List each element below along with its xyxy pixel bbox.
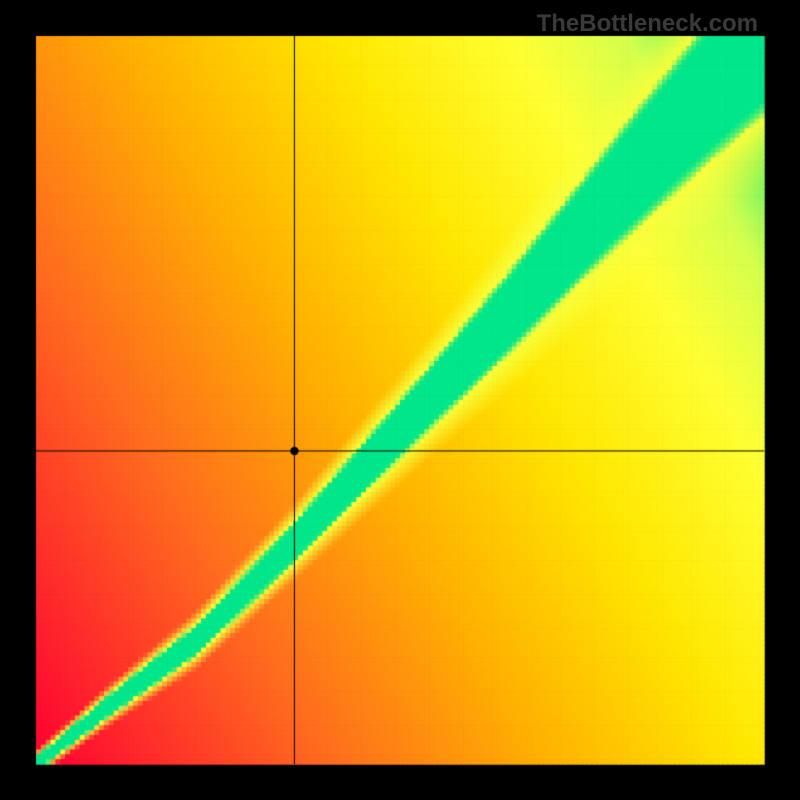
heatmap-canvas xyxy=(0,0,800,800)
chart-container: TheBottleneck.com xyxy=(0,0,800,800)
